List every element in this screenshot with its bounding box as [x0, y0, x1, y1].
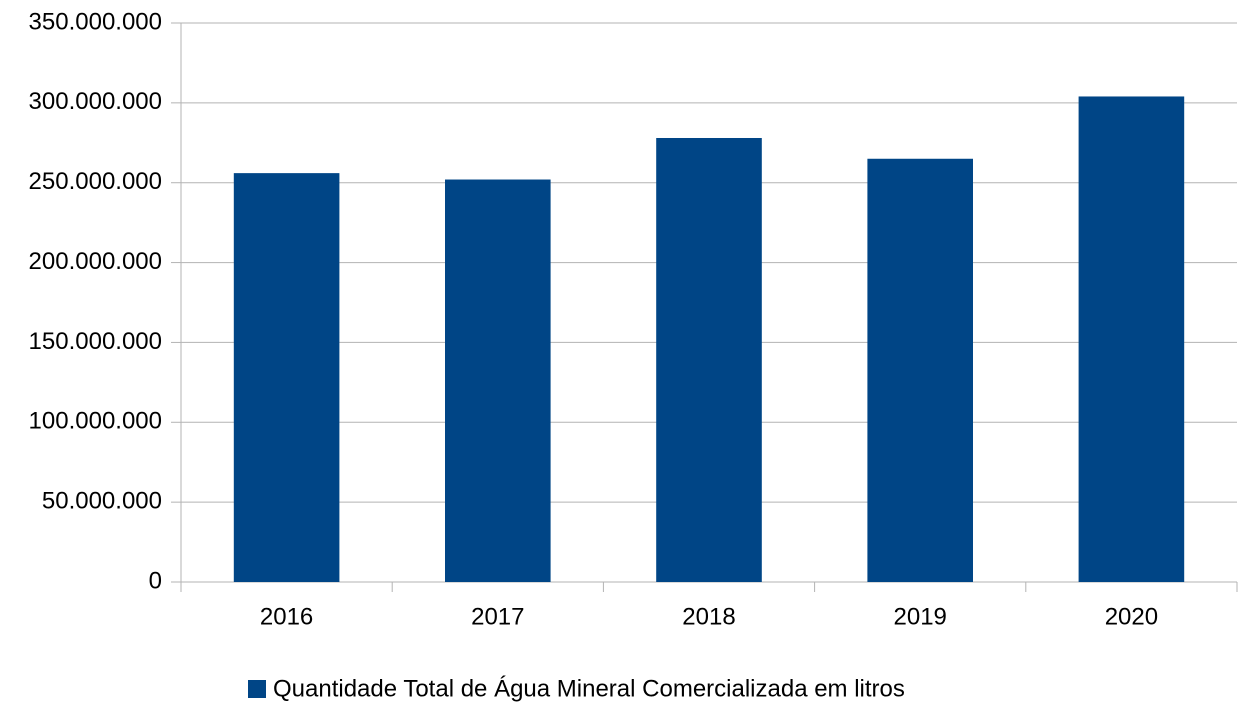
x-tick-label: 2020: [1105, 603, 1158, 630]
bar: [445, 179, 551, 582]
y-tick-label: 200.000.000: [29, 248, 162, 275]
y-tick-label: 250.000.000: [29, 168, 162, 195]
x-tick-label: 2016: [260, 603, 313, 630]
legend-label: Quantidade Total de Água Mineral Comerci…: [273, 675, 905, 702]
y-tick-label: 150.000.000: [29, 328, 162, 355]
x-tick-label: 2019: [894, 603, 947, 630]
bar: [1078, 96, 1185, 583]
y-tick-label: 300.000.000: [29, 88, 162, 115]
legend-swatch: [248, 680, 266, 698]
x-tick-label: 2017: [471, 603, 524, 630]
y-tick-label: 100.000.000: [29, 408, 162, 435]
y-tick-label: 350.000.000: [29, 8, 162, 35]
y-tick-label: 50.000.000: [42, 487, 162, 514]
bar: [233, 173, 340, 583]
x-tick-label: 2018: [682, 603, 735, 630]
y-tick-label: 0: [149, 567, 162, 594]
bar: [867, 158, 973, 582]
bar: [656, 137, 762, 582]
